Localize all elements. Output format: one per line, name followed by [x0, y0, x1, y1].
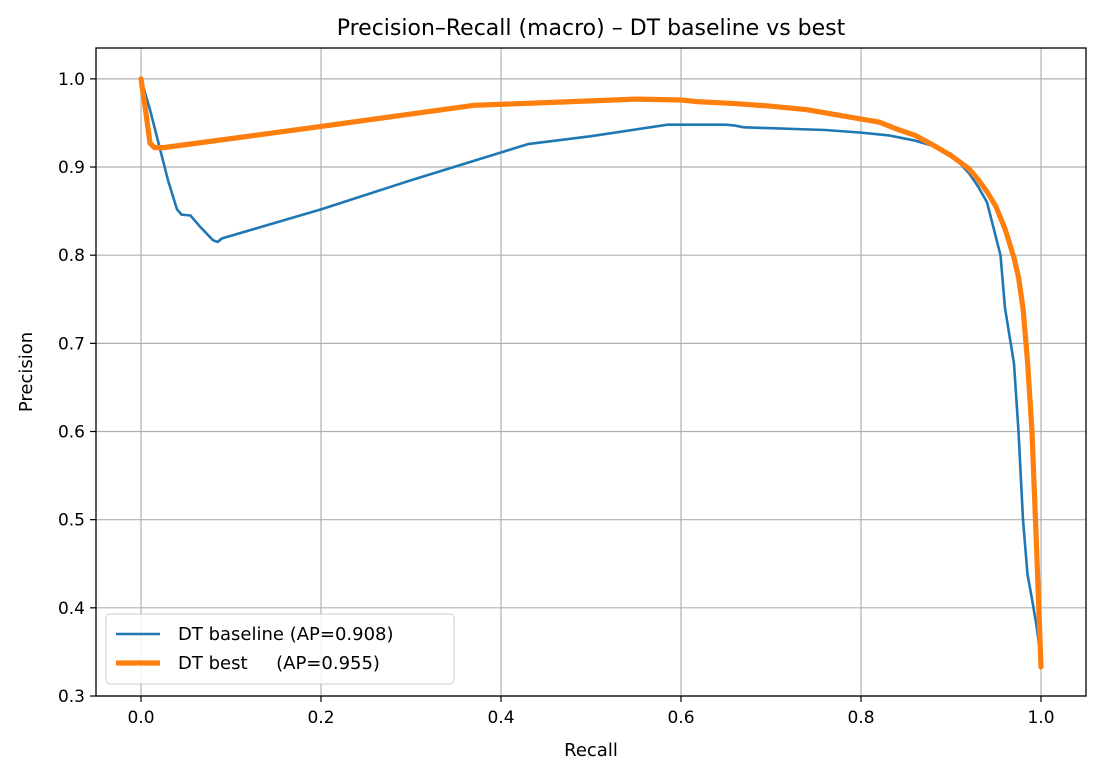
- series-lines: [138, 76, 1044, 670]
- y-tick-label: 0.6: [58, 423, 85, 443]
- y-tick-label: 0.9: [58, 158, 85, 178]
- y-tick-label: 0.3: [58, 687, 85, 707]
- x-tick-label: 0.2: [307, 708, 334, 728]
- x-tick-label: 0.8: [847, 708, 874, 728]
- axis-ticks: 0.0 0.2 0.4 0.6 0.8 1.0 0.3 0.4 0.5 0.6 0.7 0.8 0.9 1…: [58, 70, 1055, 728]
- x-tick-label: 0.0: [127, 708, 154, 728]
- chart-title: Precision–Recall (macro) – DT baseline v…: [337, 16, 846, 41]
- x-tick-label: 0.6: [667, 708, 694, 728]
- y-tick-label: 1.0: [58, 70, 85, 90]
- x-tick-label: 0.4: [487, 708, 514, 728]
- y-tick-label: 0.7: [58, 334, 85, 354]
- x-axis-label: Recall: [564, 740, 618, 761]
- plot-frame: [95, 47, 1087, 697]
- legend-label-dt-best: DT best (AP=0.955): [178, 653, 380, 674]
- dt-best-line: [138, 76, 1044, 670]
- y-tick-label: 0.5: [58, 511, 85, 531]
- y-tick-label: 0.8: [58, 246, 85, 266]
- legend-label-dt-baseline: DT baseline (AP=0.908): [178, 624, 394, 645]
- x-tick-label: 1.0: [1027, 708, 1054, 728]
- grid-lines: [96, 48, 1086, 697]
- dt-baseline-line: [139, 77, 1043, 663]
- legend-box: [105, 613, 455, 685]
- y-tick-label: 0.4: [58, 599, 85, 619]
- legend: DT baseline (AP=0.908) DT best (AP=0.955…: [105, 613, 455, 685]
- y-axis-label: Precision: [16, 332, 37, 412]
